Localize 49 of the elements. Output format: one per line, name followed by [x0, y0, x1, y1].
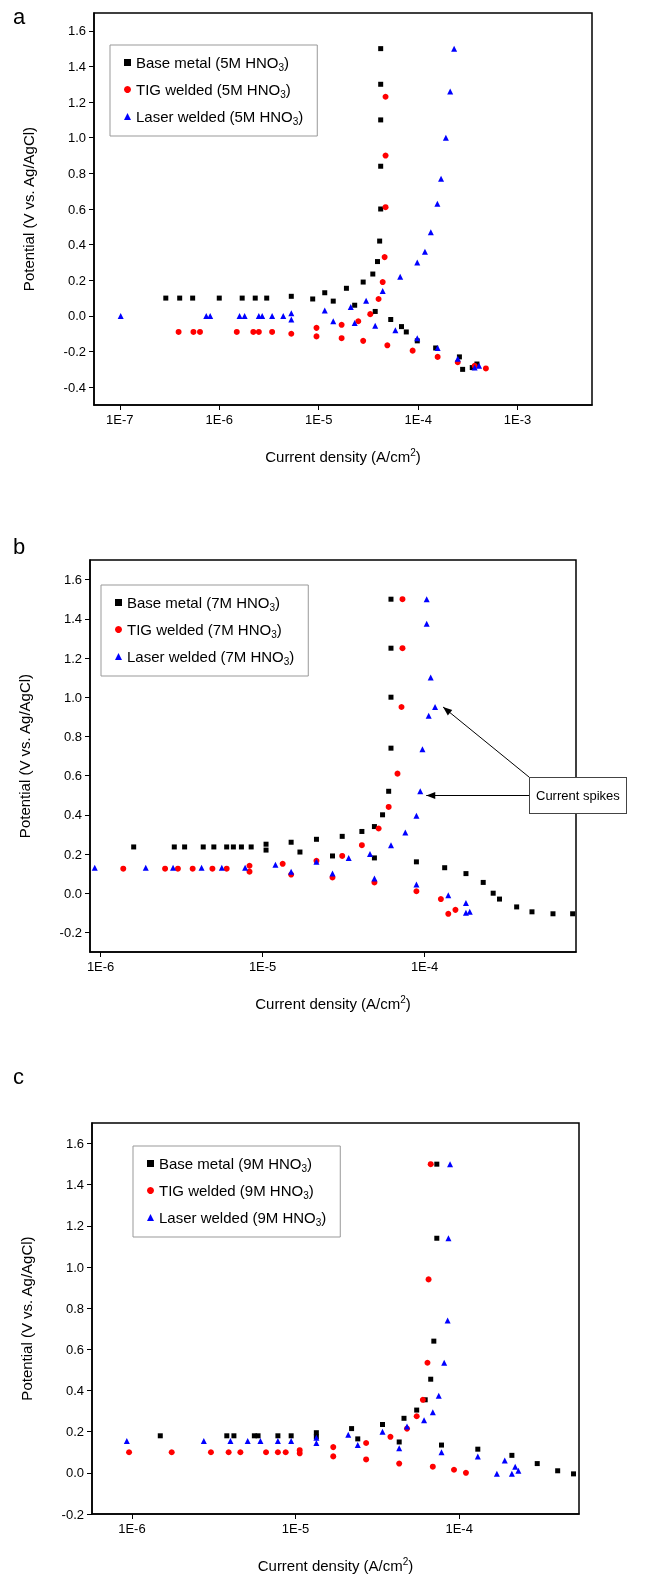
y-tick-label: 1.2: [67, 94, 86, 110]
y-tick-label: 0.2: [67, 272, 86, 288]
y-tick-label: 1.0: [63, 689, 82, 705]
x-tick-label: 1E-4: [410, 959, 439, 974]
y-tick-label: 1.2: [63, 650, 82, 666]
y-axis-title: Potential (V vs. Ag/AgCl): [16, 673, 33, 839]
y-tick-label: 1.4: [63, 611, 82, 627]
x-tick-label: 1E-4: [445, 1521, 473, 1536]
y-tick-label: 0.2: [63, 846, 82, 862]
y-tick-label: 0.8: [67, 165, 86, 181]
chart-title: a: [13, 3, 26, 29]
x-tick-label: 1E-6: [205, 412, 233, 427]
x-tick-label: 1E-3: [503, 412, 532, 427]
y-tick-label: 1.6: [63, 572, 82, 588]
y-tick-label: 1.2: [65, 1218, 84, 1234]
y-tick-label: 1.6: [67, 23, 86, 39]
y-tick-label: 1.4: [67, 58, 86, 74]
x-tick-label: 1E-6: [86, 959, 115, 974]
annotation: Current spikes: [529, 777, 627, 814]
y-tick-label: -0.2: [59, 924, 82, 940]
y-tick-label: 0.6: [67, 201, 86, 217]
x-tick-label: 1E-4: [404, 412, 432, 427]
y-tick-label: 1.6: [65, 1136, 84, 1152]
x-tick-label: 1E-7: [106, 412, 134, 427]
y-tick-label: -0.2: [61, 1506, 84, 1522]
y-tick-label: 0.4: [65, 1383, 84, 1399]
y-tick-label: 0.6: [63, 768, 82, 784]
x-tick-label: 1E-5: [304, 412, 333, 427]
y-tick-label: 0.0: [65, 1465, 84, 1481]
y-tick-label: 0.4: [67, 237, 86, 253]
y-tick-label: 0.0: [63, 885, 82, 901]
chart-title: b: [13, 533, 26, 559]
y-tick-label: 0.6: [65, 1341, 84, 1357]
y-tick-label: -0.4: [63, 379, 86, 395]
x-tick-label: 1E-5: [248, 959, 277, 974]
y-tick-label: 0.4: [63, 807, 82, 823]
y-tick-label: 1.4: [65, 1177, 84, 1193]
y-tick-label: 0.8: [63, 728, 82, 744]
x-tick-label: 1E-6: [118, 1521, 146, 1536]
y-tick-label: 0.0: [67, 308, 86, 324]
y-tick-label: 0.8: [65, 1300, 84, 1316]
y-tick-label: 1.0: [65, 1259, 84, 1275]
y-tick-label: 0.2: [65, 1424, 84, 1440]
y-axis-title: Potential (V vs. Ag/AgCl): [20, 126, 37, 292]
y-tick-label: -0.2: [63, 344, 86, 360]
y-axis-title: Potential (V vs. Ag/AgCl): [18, 1236, 35, 1401]
y-tick-label: 1.0: [67, 130, 86, 146]
x-tick-label: 1E-5: [281, 1521, 310, 1536]
chart-title: c: [13, 1063, 24, 1089]
